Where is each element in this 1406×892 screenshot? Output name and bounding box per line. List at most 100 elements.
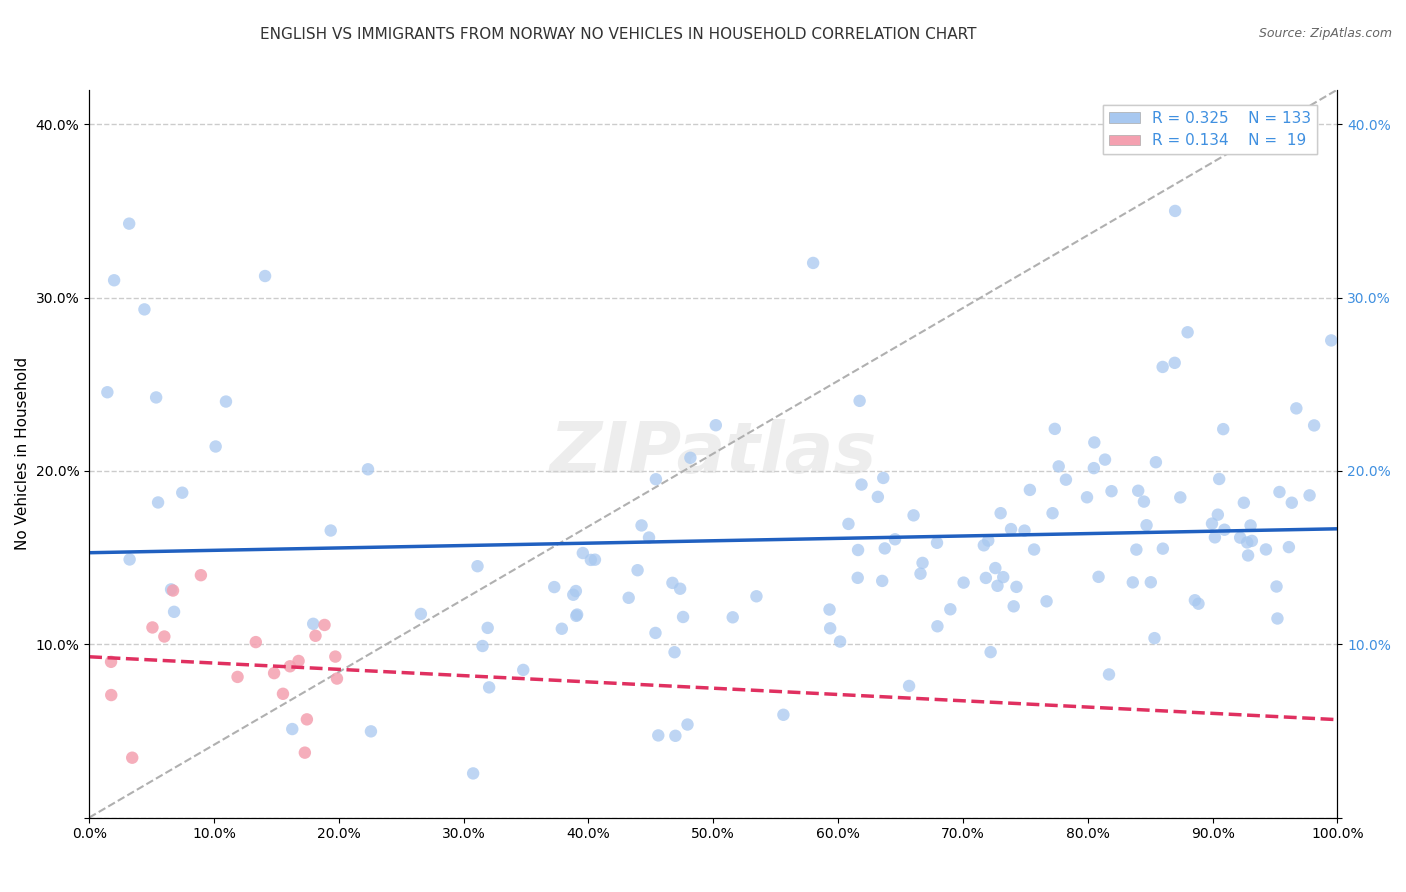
Point xyxy=(1094,452,1116,467)
Point xyxy=(153,630,176,644)
Point xyxy=(583,552,606,566)
Point xyxy=(100,655,122,669)
Point xyxy=(543,580,565,594)
Point xyxy=(254,268,277,283)
Point xyxy=(326,672,349,686)
Point xyxy=(477,621,499,635)
Point xyxy=(512,663,534,677)
Point xyxy=(801,256,824,270)
Point xyxy=(145,391,167,405)
Point xyxy=(1236,535,1258,549)
Point xyxy=(1184,593,1206,607)
Point xyxy=(984,561,1007,575)
Point xyxy=(1240,533,1263,548)
Point xyxy=(884,533,907,547)
Point xyxy=(565,607,588,622)
Point xyxy=(1125,542,1147,557)
Point xyxy=(162,583,184,598)
Point xyxy=(141,620,163,634)
Point xyxy=(96,385,118,400)
Point xyxy=(1042,506,1064,520)
Point xyxy=(848,393,870,408)
Point xyxy=(1152,359,1174,374)
Point xyxy=(160,582,183,597)
Point xyxy=(304,629,326,643)
Point xyxy=(925,536,948,550)
Point xyxy=(1206,508,1229,522)
Point xyxy=(463,766,485,780)
Legend: R = 0.325    N = 133, R = 0.134    N =  19: R = 0.325 N = 133, R = 0.134 N = 19 xyxy=(1104,104,1317,154)
Point xyxy=(1278,540,1301,554)
Point xyxy=(357,462,380,476)
Point xyxy=(672,610,695,624)
Text: Source: ZipAtlas.com: Source: ZipAtlas.com xyxy=(1258,27,1392,40)
Point xyxy=(630,518,652,533)
Point xyxy=(1163,356,1185,370)
Point xyxy=(360,724,382,739)
Point xyxy=(870,574,893,588)
Point xyxy=(1281,496,1303,510)
Point xyxy=(818,621,841,635)
Point xyxy=(661,575,683,590)
Point xyxy=(645,472,668,486)
Point xyxy=(471,639,494,653)
Point xyxy=(1139,575,1161,590)
Point xyxy=(118,552,141,566)
Point xyxy=(1087,570,1109,584)
Point xyxy=(866,490,889,504)
Point xyxy=(846,571,869,585)
Point xyxy=(669,582,692,596)
Point xyxy=(325,649,347,664)
Text: ZIPatlas: ZIPatlas xyxy=(550,419,877,488)
Point xyxy=(163,605,186,619)
Point xyxy=(1014,524,1036,538)
Point xyxy=(1047,459,1070,474)
Point xyxy=(1201,516,1223,531)
Point xyxy=(409,607,432,621)
Point xyxy=(973,538,995,552)
Point xyxy=(851,477,873,491)
Point xyxy=(1083,435,1105,450)
Point xyxy=(1233,496,1256,510)
Point xyxy=(1098,667,1121,681)
Point xyxy=(1135,518,1157,533)
Point xyxy=(1000,522,1022,536)
Point xyxy=(828,634,851,648)
Point xyxy=(314,618,336,632)
Point xyxy=(980,645,1002,659)
Point xyxy=(818,602,841,616)
Point xyxy=(565,608,588,623)
Point xyxy=(1177,325,1199,339)
Point xyxy=(1254,542,1277,557)
Point xyxy=(1144,455,1167,469)
Point xyxy=(1035,594,1057,608)
Point xyxy=(1187,597,1209,611)
Point xyxy=(467,559,489,574)
Point xyxy=(837,516,859,531)
Point xyxy=(1076,490,1098,504)
Point xyxy=(1152,541,1174,556)
Point xyxy=(910,566,932,581)
Point xyxy=(565,584,588,599)
Point xyxy=(846,543,869,558)
Point xyxy=(100,688,122,702)
Point xyxy=(664,729,686,743)
Point xyxy=(952,575,974,590)
Point xyxy=(911,556,934,570)
Point xyxy=(939,602,962,616)
Point xyxy=(204,440,226,454)
Point xyxy=(704,418,727,433)
Point xyxy=(1002,599,1025,614)
Point xyxy=(1265,580,1288,594)
Point xyxy=(873,541,896,556)
Point xyxy=(103,273,125,287)
Point xyxy=(1143,631,1166,645)
Point xyxy=(1320,334,1343,348)
Point xyxy=(1122,575,1144,590)
Point xyxy=(1133,494,1156,508)
Point xyxy=(1164,203,1187,218)
Point xyxy=(245,635,267,649)
Point xyxy=(278,659,301,673)
Point xyxy=(1213,523,1236,537)
Point xyxy=(121,750,143,764)
